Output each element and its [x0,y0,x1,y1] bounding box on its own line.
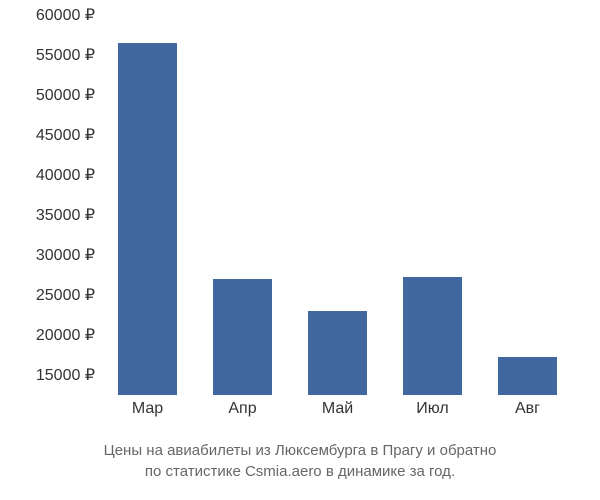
y-axis: 60000 ₽ 55000 ₽ 50000 ₽ 45000 ₽ 40000 ₽ … [0,15,95,395]
y-tick: 20000 ₽ [36,325,95,345]
y-tick: 60000 ₽ [36,5,95,25]
bars-group [100,15,575,395]
y-tick: 35000 ₽ [36,205,95,225]
y-tick: 15000 ₽ [36,365,95,385]
y-tick: 30000 ₽ [36,245,95,265]
y-tick: 40000 ₽ [36,165,95,185]
y-tick: 50000 ₽ [36,85,95,105]
x-label: Июл [416,400,448,418]
x-label: Апр [228,400,256,418]
y-tick: 55000 ₽ [36,45,95,65]
x-label: Мар [132,400,163,418]
y-tick: 25000 ₽ [36,285,95,305]
caption-line-2: по статистике Csmia.aero в динамике за г… [0,461,600,482]
x-axis: Мар Апр Май Июл Авг [100,400,575,430]
bar-apr [213,279,272,395]
bar-may [308,311,367,395]
x-label: Май [322,400,353,418]
bar-mar [118,43,177,395]
bar-aug [498,357,557,395]
price-chart: 60000 ₽ 55000 ₽ 50000 ₽ 45000 ₽ 40000 ₽ … [0,0,600,500]
chart-caption: Цены на авиабилеты из Люксембурга в Праг… [0,440,600,482]
plot-area [100,15,575,395]
x-label: Авг [515,400,540,418]
y-tick: 45000 ₽ [36,125,95,145]
bar-jul [403,277,462,395]
caption-line-1: Цены на авиабилеты из Люксембурга в Праг… [0,440,600,461]
